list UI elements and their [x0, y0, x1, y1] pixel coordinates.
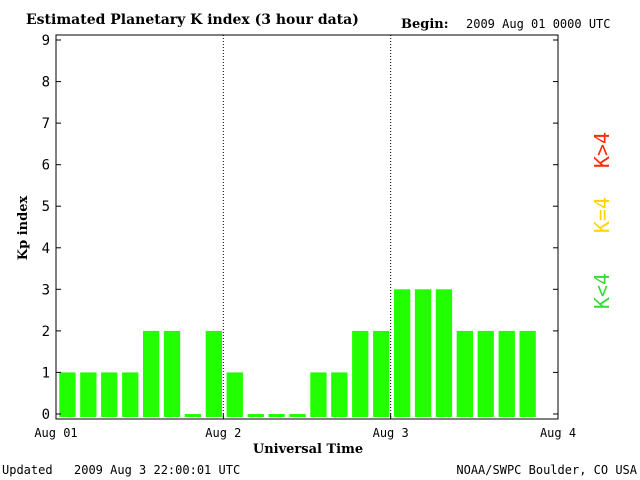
kp-bar [268, 414, 285, 417]
kp-bar [435, 289, 453, 417]
bar-group [59, 289, 536, 417]
begin-label: Begin: [401, 17, 449, 32]
chart-title: Estimated Planetary K index (3 hour data… [26, 12, 359, 28]
y-tick-label: 5 [42, 199, 50, 215]
source-credit: NOAA/SWPC Boulder, CO USA [456, 463, 637, 477]
day-dividers [222, 35, 392, 419]
kp-bar [310, 372, 327, 417]
kp-bar [414, 289, 432, 417]
kp-bar [352, 330, 369, 417]
begin-value: 2009 Aug 01 0000 UTC [466, 17, 611, 31]
y-tick-label: 9 [42, 33, 50, 49]
kp-bar [59, 372, 76, 417]
legend-k-greater-4: K>4 [590, 132, 614, 168]
kp-bar [394, 289, 411, 417]
y-axis-label: Kp index [16, 196, 31, 261]
kp-bar [519, 330, 536, 417]
kp-bar [101, 372, 118, 417]
y-tick-label: 3 [42, 282, 50, 298]
x-tick-label: Aug 3 [373, 426, 409, 440]
kp-bar [331, 372, 348, 417]
y-tick-label: 8 [42, 75, 50, 91]
kp-bar [80, 372, 97, 417]
y-tick-label: 1 [42, 365, 50, 381]
kp-bar [226, 372, 243, 417]
kp-bar [205, 330, 222, 417]
kp-bar [373, 330, 390, 417]
updated-value: 2009 Aug 3 22:00:01 UTC [74, 463, 240, 477]
x-axis-ticks: Aug 01 Aug 2 Aug 3 Aug 4 [34, 414, 576, 440]
kp-bar [143, 330, 160, 417]
kp-bar [163, 330, 181, 417]
y-tick-label: 0 [42, 407, 50, 423]
plot-area [55, 34, 559, 420]
y-tick-label: 7 [42, 116, 50, 132]
kp-bar [456, 330, 473, 417]
updated-label: Updated [2, 463, 53, 477]
x-tick-label: Aug 2 [205, 426, 241, 440]
kp-bar [122, 372, 139, 417]
x-tick-label: Aug 4 [540, 426, 576, 440]
y-tick-label: 4 [42, 241, 50, 257]
kp-bar [498, 330, 515, 417]
legend-k-equal-4: K=4 [590, 197, 614, 233]
x-tick-label: Aug 01 [34, 426, 77, 440]
y-axis-ticks: 0 1 2 3 4 5 6 7 8 9 [42, 33, 558, 423]
kp-bar [184, 414, 202, 417]
x-axis-label: Universal Time [253, 442, 363, 457]
kp-bar [289, 414, 306, 417]
y-tick-label: 6 [42, 158, 50, 174]
kp-bar [477, 330, 494, 417]
y-tick-label: 2 [42, 324, 50, 340]
kp-bar [247, 414, 264, 417]
legend-k-less-4: K<4 [590, 273, 614, 309]
